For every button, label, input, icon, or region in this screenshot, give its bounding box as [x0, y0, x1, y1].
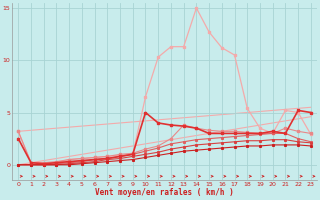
X-axis label: Vent moyen/en rafales ( km/h ): Vent moyen/en rafales ( km/h ) — [95, 188, 234, 197]
